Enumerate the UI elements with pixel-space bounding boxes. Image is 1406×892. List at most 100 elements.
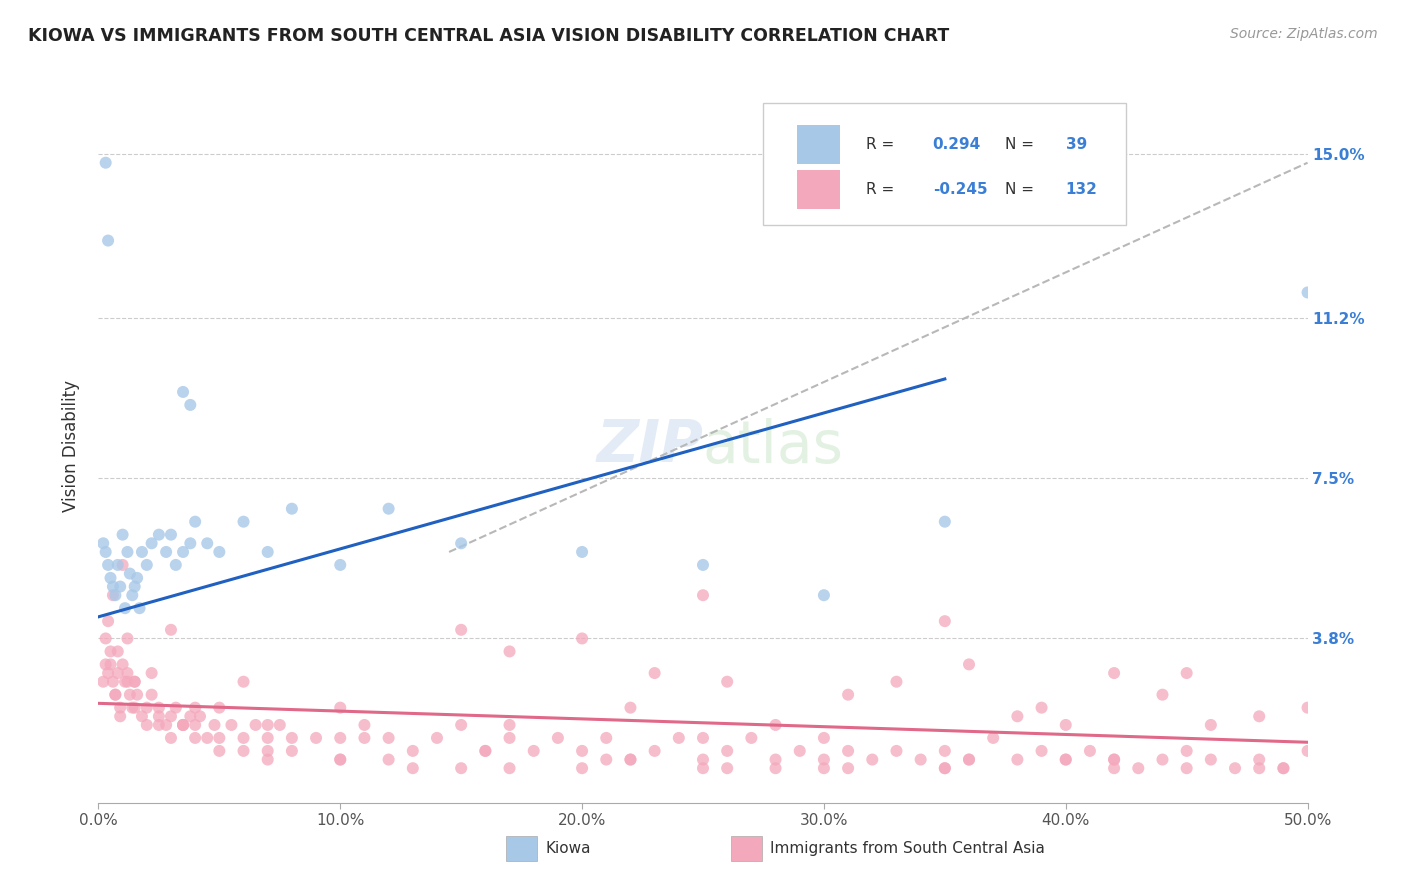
Text: 39: 39: [1066, 136, 1087, 152]
Point: [94, 632, 117, 646]
Point: [1152, 688, 1174, 702]
Point: [148, 718, 170, 732]
Point: [789, 744, 811, 758]
Point: [160, 527, 183, 541]
Point: [498, 731, 520, 745]
Point: [232, 731, 254, 745]
Point: [281, 731, 304, 745]
Point: [121, 588, 143, 602]
Point: [1223, 761, 1246, 775]
Point: [94, 545, 117, 559]
Point: [1102, 666, 1125, 681]
Point: [111, 558, 134, 572]
Point: [127, 571, 149, 585]
Point: [426, 731, 449, 745]
Point: [117, 545, 139, 559]
Point: [571, 632, 593, 646]
Point: [184, 700, 207, 714]
Point: [117, 666, 139, 681]
Point: [981, 731, 1004, 745]
Point: [118, 688, 141, 702]
Point: [329, 753, 352, 767]
Point: [148, 527, 170, 541]
Point: [837, 744, 859, 758]
Point: [1102, 753, 1125, 767]
Text: Immigrants from South Central Asia: Immigrants from South Central Asia: [770, 841, 1046, 855]
Point: [135, 718, 157, 732]
Point: [1078, 744, 1101, 758]
Point: [256, 545, 278, 559]
Point: [107, 644, 129, 658]
Point: [934, 614, 956, 628]
Point: [124, 674, 146, 689]
Point: [208, 731, 231, 745]
Point: [571, 744, 593, 758]
Point: [450, 761, 472, 775]
Point: [208, 700, 231, 714]
Point: [204, 718, 226, 732]
Point: [256, 718, 278, 732]
Point: [91, 536, 114, 550]
Point: [1031, 744, 1053, 758]
Point: [232, 674, 254, 689]
Point: [155, 718, 177, 732]
Point: [172, 384, 194, 399]
Text: Source: ZipAtlas.com: Source: ZipAtlas.com: [1230, 27, 1378, 41]
Text: 132: 132: [1066, 182, 1098, 196]
Point: [160, 709, 183, 723]
Text: N =: N =: [1005, 136, 1035, 152]
Point: [100, 571, 122, 585]
Point: [245, 718, 267, 732]
Point: [886, 674, 908, 689]
Point: [957, 753, 980, 767]
Point: [256, 753, 278, 767]
Point: [1054, 753, 1077, 767]
Point: [148, 709, 170, 723]
Point: [111, 527, 134, 541]
Point: [837, 688, 859, 702]
Point: [1199, 718, 1222, 732]
Text: 0.294: 0.294: [932, 136, 981, 152]
Point: [934, 515, 956, 529]
Point: [179, 536, 201, 550]
Point: [1175, 666, 1198, 681]
Point: [934, 761, 956, 775]
Point: [329, 731, 352, 745]
Point: [1007, 709, 1029, 723]
Point: [957, 657, 980, 672]
Point: [402, 761, 425, 775]
Point: [124, 674, 146, 689]
Point: [353, 718, 375, 732]
Point: [97, 614, 120, 628]
Point: [135, 700, 157, 714]
Point: [101, 580, 124, 594]
Point: [111, 657, 134, 672]
Point: [692, 558, 714, 572]
Point: [837, 761, 859, 775]
Point: [107, 666, 129, 681]
Point: [141, 688, 163, 702]
Point: [208, 545, 231, 559]
Point: [128, 601, 150, 615]
Point: [1007, 753, 1029, 767]
Y-axis label: Vision Disability: Vision Disability: [62, 380, 80, 512]
Point: [232, 515, 254, 529]
Point: [141, 666, 163, 681]
Point: [860, 753, 883, 767]
Point: [716, 744, 738, 758]
Point: [644, 744, 666, 758]
Point: [104, 688, 127, 702]
Point: [305, 731, 328, 745]
Point: [221, 718, 243, 732]
Text: Kiowa: Kiowa: [546, 841, 591, 855]
Point: [934, 744, 956, 758]
Point: [208, 744, 231, 758]
Point: [121, 700, 143, 714]
FancyBboxPatch shape: [763, 103, 1126, 225]
Point: [886, 744, 908, 758]
Point: [114, 674, 136, 689]
Point: [94, 155, 117, 169]
Text: R =: R =: [866, 182, 894, 196]
Point: [97, 234, 120, 248]
Point: [329, 700, 352, 714]
